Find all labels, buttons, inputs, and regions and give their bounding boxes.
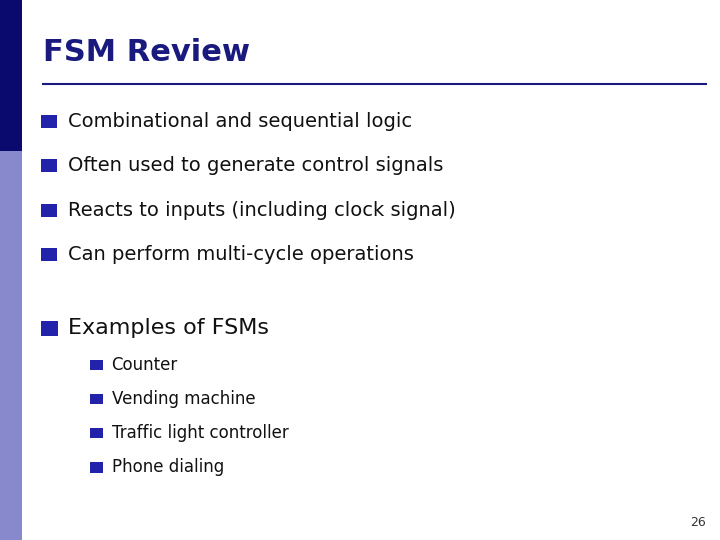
Bar [0, 151, 22, 540]
Text: Vending machine: Vending machine [112, 390, 255, 408]
Bar [41, 321, 58, 336]
Bar [0, 0, 22, 151]
Text: Often used to generate control signals: Often used to generate control signals [68, 156, 444, 176]
Text: Combinational and sequential logic: Combinational and sequential logic [68, 112, 413, 131]
Bar [90, 394, 103, 404]
Text: FSM Review: FSM Review [43, 38, 251, 67]
Text: Can perform multi-cycle operations: Can perform multi-cycle operations [68, 245, 414, 264]
Text: Traffic light controller: Traffic light controller [112, 424, 288, 442]
Text: Counter: Counter [112, 356, 178, 374]
Text: 26: 26 [690, 516, 706, 529]
Text: Examples of FSMs: Examples of FSMs [68, 318, 269, 339]
Bar [41, 159, 57, 172]
Bar [90, 428, 103, 438]
Bar [41, 115, 57, 128]
Bar [90, 462, 103, 472]
Text: Phone dialing: Phone dialing [112, 458, 224, 476]
Bar [41, 204, 57, 217]
Bar [41, 248, 57, 261]
Bar [90, 360, 103, 370]
Text: Reacts to inputs (including clock signal): Reacts to inputs (including clock signal… [68, 200, 456, 220]
